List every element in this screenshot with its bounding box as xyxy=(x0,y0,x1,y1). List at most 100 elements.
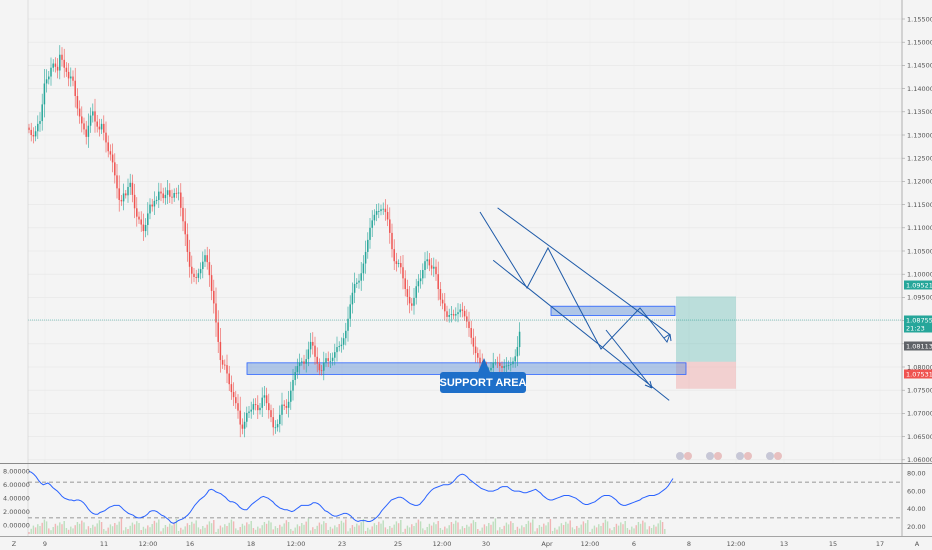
candle xyxy=(444,293,446,321)
volume-bar xyxy=(369,529,371,534)
price-tick-label: 1.12500 xyxy=(907,155,932,163)
time-tick-label: 18 xyxy=(247,540,255,548)
candle xyxy=(109,144,112,161)
volume-bar xyxy=(485,526,488,534)
volume-bar xyxy=(529,522,532,534)
candle xyxy=(279,405,281,433)
volume-bar xyxy=(261,525,263,534)
candle xyxy=(261,387,263,418)
candle xyxy=(435,259,437,281)
volume-bar xyxy=(92,524,94,534)
volume-bar xyxy=(329,526,332,534)
price-tick-label: 1.08000 xyxy=(907,363,932,371)
candle xyxy=(338,341,340,352)
volume-bar xyxy=(158,519,160,534)
candle xyxy=(246,406,248,428)
zones xyxy=(246,296,736,389)
volume-bar xyxy=(521,525,523,534)
candle xyxy=(237,394,239,419)
volume-bar xyxy=(538,525,541,534)
volume-bar xyxy=(48,528,50,534)
volume-bar xyxy=(468,526,470,534)
volume-bar xyxy=(364,531,367,534)
drawings xyxy=(28,207,902,401)
candle xyxy=(457,303,459,323)
volume-bar xyxy=(140,530,142,534)
volume-bar xyxy=(215,532,217,534)
volume-bar xyxy=(444,526,446,534)
projection-arrowhead xyxy=(663,333,672,342)
volume-bar xyxy=(378,521,380,534)
candle xyxy=(219,328,222,373)
volume-bar xyxy=(527,520,530,534)
time-tick-label: 11 xyxy=(100,540,108,548)
candle xyxy=(166,180,169,205)
indicator-right-tick: 20.00 xyxy=(907,523,926,531)
candle xyxy=(252,398,255,415)
volume-bar xyxy=(81,520,83,534)
volume-bar xyxy=(547,522,549,534)
volume-bar xyxy=(221,527,224,534)
volume-bar xyxy=(61,524,63,534)
candle xyxy=(268,393,270,419)
candle xyxy=(83,117,85,135)
volume-bar xyxy=(153,520,156,534)
volume-bar xyxy=(301,523,303,534)
candle xyxy=(382,202,384,215)
candle xyxy=(188,239,191,278)
volume-bar xyxy=(228,522,230,534)
volume-bar xyxy=(664,529,666,534)
volume-bar xyxy=(279,524,281,534)
candle xyxy=(312,332,314,355)
volume-bar xyxy=(439,528,442,534)
volume-bar xyxy=(213,520,215,534)
indicator-left-tick: 2.00000 xyxy=(3,508,30,516)
candle xyxy=(499,353,501,375)
volume-bar xyxy=(287,522,290,534)
volume-bar xyxy=(455,520,457,534)
candle xyxy=(89,107,92,133)
channel-extension-arrowhead xyxy=(644,380,653,389)
candle xyxy=(477,347,479,363)
volume-bar xyxy=(41,522,43,534)
candle xyxy=(70,67,72,87)
volume-bar xyxy=(283,523,285,534)
candle xyxy=(402,254,404,290)
volume-bar xyxy=(615,523,618,534)
volume-bar xyxy=(345,519,347,534)
candle xyxy=(125,189,127,199)
volume-bar xyxy=(210,523,213,534)
candle xyxy=(373,209,376,226)
volume-bar xyxy=(109,524,112,534)
volume-bar xyxy=(479,530,481,534)
candle xyxy=(144,218,147,238)
volume-bar xyxy=(118,521,120,534)
volume-bar xyxy=(314,529,316,534)
candle xyxy=(395,252,398,272)
volume-bar xyxy=(235,528,237,534)
volume-bar xyxy=(560,523,563,534)
time-tick-label: 23 xyxy=(338,540,346,548)
volume-bar xyxy=(155,522,158,534)
candle xyxy=(180,183,182,217)
time-axis[interactable]: Z 9 11 12:00 16 18 12:00 23 25 12:00 30 Apr 12:00 6 8 1… xyxy=(12,540,920,548)
candle xyxy=(285,399,288,415)
candle xyxy=(149,198,151,220)
candle xyxy=(127,178,129,203)
volume-bar xyxy=(252,528,255,534)
volume-bar xyxy=(499,527,501,534)
volume-bar xyxy=(411,524,413,534)
volume-bar xyxy=(604,519,607,534)
time-tick-label: 12:00 xyxy=(287,540,306,548)
time-tick-label: 13 xyxy=(780,540,788,548)
volume-bar xyxy=(175,519,178,534)
volume-bar xyxy=(325,523,327,534)
candle xyxy=(349,295,351,327)
volume-bar xyxy=(274,526,277,534)
volume-bar xyxy=(360,522,362,534)
time-tick-label: 6 xyxy=(632,540,636,548)
candle xyxy=(461,302,464,318)
volume-bar xyxy=(591,528,593,534)
candle xyxy=(74,67,76,108)
